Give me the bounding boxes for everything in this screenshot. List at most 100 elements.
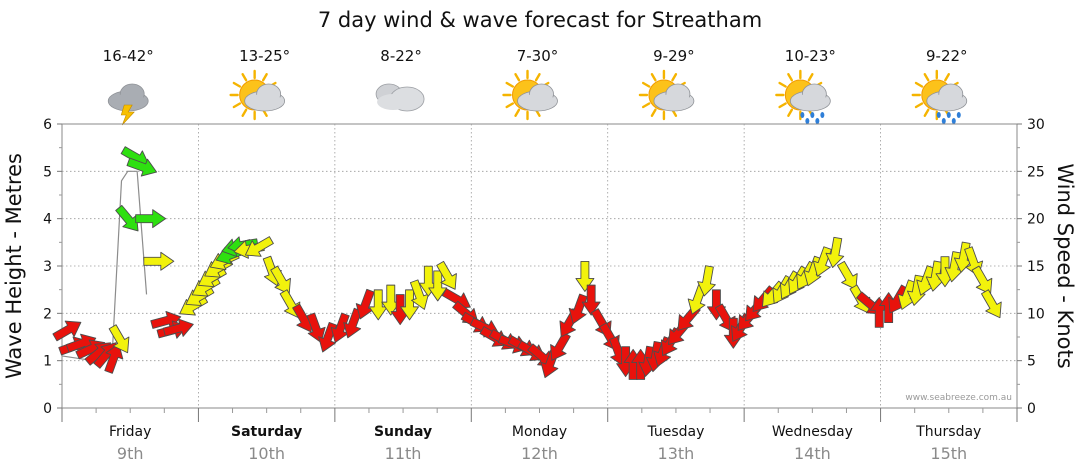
cloud-shape [653,83,695,112]
wind-arrow [244,236,274,257]
day-temp-label: 8-22° [380,47,422,65]
rain-drop [805,118,810,124]
wind-arrow-shape [825,236,845,269]
sun-ray [778,81,787,88]
wind-arrow [306,312,326,344]
wind-arrow [135,209,167,229]
sun-cloud-icon [502,69,558,121]
day-name-label: Wednesday [772,424,853,440]
left-tick-label: 6 [43,117,52,133]
wind-arrow-shape [581,284,601,316]
wind-arrow [126,157,158,177]
right-tick-label: 30 [1027,117,1045,133]
cloud-shape [789,83,831,112]
left-tick-label: 0 [43,401,52,417]
wind-arrow-shape [162,318,194,337]
wind-arrow [568,293,588,325]
wind-arrow [104,343,124,374]
sun-ray [807,73,814,82]
wind-arrow-shape [270,265,291,295]
day-name-label: Monday [512,424,567,440]
wind-arrow-shape [568,293,588,325]
wind-arrow-shape [52,320,82,342]
day-name-label: Thursday [915,424,981,440]
cloud-part [791,94,830,110]
cloud-part [109,94,148,110]
lightning-bolt [120,104,135,126]
rain-drops [936,112,961,124]
wind-arrow [697,265,716,297]
wind-arrow-shape [306,312,326,344]
rain-drop [810,112,815,118]
cloud-shape [107,83,149,112]
sun-ray [787,73,794,82]
right-tick-label: 5 [1027,354,1036,370]
day-date-label: 12th [521,444,558,463]
left-axis-ticks: 0 1 2 3 4 5 6 [43,117,62,417]
wind-arrow [575,261,595,292]
day-date-label: 14th [794,444,831,463]
wind-arrow [971,265,993,295]
wind-arrow-shape [697,265,716,297]
sun-ray [505,102,514,109]
sun-ray [778,102,787,109]
sun-cloud-rain-icon [775,69,831,124]
left-tick-label: 2 [43,306,52,322]
wind-arrow [108,324,130,354]
cloud-shape [375,83,425,112]
sun-cloud-icon [229,69,286,121]
wind-arrow-shape [135,209,167,229]
wind-arrow-shape [575,261,595,292]
wind-arrow [581,284,601,316]
day-date-label: 10th [248,444,285,463]
credit-text: www.seabreeze.com.au [905,393,1012,403]
rain-drop [956,112,961,118]
sun-ray [241,73,248,82]
cloud-shape [517,83,558,112]
sun-ray [650,73,657,82]
day-temp-label: 9-22° [926,47,968,65]
sun-ray [261,73,268,82]
cloud-part [377,94,410,110]
wind-arrow-shape [436,260,457,290]
day-labels: Friday 9th Saturday 10th Sunday 11th Monday 12t… [109,424,981,463]
left-axis-label: Wave Height - Metres [2,153,26,379]
wind-arrow-shape [837,260,858,290]
wind-arrow-shape [126,157,158,177]
sun-ray [641,102,651,109]
day-date-label: 11th [385,444,422,463]
wind-arrow-shape [981,289,1002,319]
sun-cloud-icon [638,69,695,121]
right-axis-label: Wind Speed - Knots [1053,163,1077,368]
right-tick-label: 25 [1027,164,1045,180]
wind-arrow-shape [400,289,420,321]
sun-ray [241,108,248,117]
cloud-shape [244,83,286,112]
weather-row: 16-42° 13-25° 8-22° 7-30° 9-29° 10-23° 9-22° [103,47,968,126]
wind-arrow [981,289,1002,319]
right-tick-label: 20 [1027,212,1045,228]
wind-arrow-shape [143,251,175,271]
left-tick-label: 5 [43,164,52,180]
wind-series [52,146,1002,380]
right-tick-label: 15 [1027,259,1045,275]
day-name-label: Tuesday [646,424,704,440]
left-tick-label: 1 [43,354,52,370]
day-date-label: 13th [658,444,695,463]
sun-ray [534,73,541,82]
wind-arrow [400,289,420,321]
x-axis-ticks [61,408,1018,422]
sun-ray [232,81,242,88]
day-temp-label: 13-25° [239,47,290,65]
storm-cloud-icon [107,83,149,126]
wind-arrow [270,265,291,295]
sun-ray [944,73,950,82]
chart-title: 7 day wind & wave forecast for Streatham [318,8,762,32]
cloud-part [654,94,693,110]
day-name-label: Saturday [231,424,302,440]
rain-drop [800,112,805,118]
wind-arrow [837,260,858,290]
sun-ray [641,81,651,88]
wind-arrow-shape [104,343,124,374]
sun-ray [650,108,657,117]
